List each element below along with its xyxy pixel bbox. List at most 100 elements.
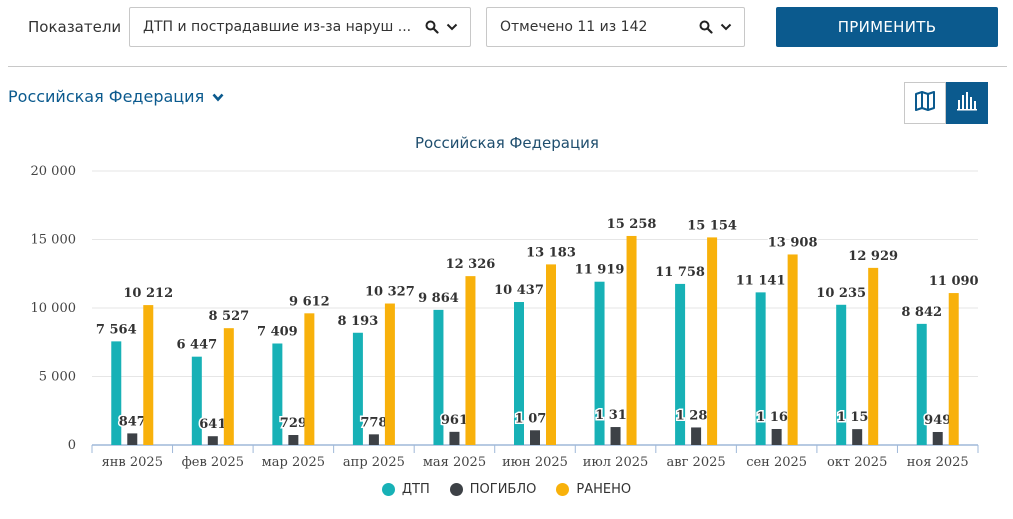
bar-raneno [707, 237, 718, 445]
legend-item[interactable]: ДТП [381, 482, 430, 497]
x-tick-label: янв 2025 [102, 455, 163, 470]
y-tick-label: 10 000 [31, 301, 77, 316]
data-label: 10 235 [816, 286, 866, 301]
x-tick-label: ноя 2025 [907, 455, 969, 470]
bar-dtp [916, 323, 927, 445]
data-label: 1 074 [515, 411, 556, 426]
data-label: 13 183 [526, 245, 576, 260]
data-label: 8 193 [338, 314, 379, 329]
data-label: 7 564 [96, 322, 137, 337]
bar-raneno [868, 267, 879, 445]
data-label: 729 [280, 416, 307, 431]
bar-dtp [191, 356, 202, 445]
indicator-select[interactable]: ДТП и пострадавшие из-за наруш ... [129, 7, 471, 47]
bar-raneno [787, 254, 798, 445]
legend-label: РАНЕНО [576, 482, 632, 497]
bar-pogiblo [127, 433, 138, 445]
legend-label: ПОГИБЛО [469, 482, 537, 497]
data-label: 15 258 [607, 217, 657, 232]
data-label: 8 527 [208, 309, 249, 324]
region-label: Российская Федерация [8, 87, 205, 106]
data-label: 8 842 [901, 305, 942, 320]
legend-item[interactable]: ПОГИБЛО [449, 482, 537, 497]
data-label: 11 090 [929, 274, 979, 289]
bar-pogiblo [691, 427, 702, 445]
bar-raneno [143, 305, 154, 445]
data-label: 1 168 [756, 410, 797, 425]
bar-dtp [675, 283, 686, 445]
data-label: 1 310 [595, 408, 636, 423]
bar-raneno [626, 235, 637, 445]
x-tick-label: июл 2025 [583, 455, 648, 470]
data-label: 847 [119, 414, 146, 429]
bar-pogiblo [207, 436, 218, 445]
bar-pogiblo [288, 435, 299, 445]
bar-dtp [836, 304, 847, 445]
bar-raneno [223, 328, 234, 445]
bar-pogiblo [932, 431, 943, 445]
bar-raneno [465, 276, 476, 445]
data-label: 11 141 [736, 273, 786, 288]
legend-item[interactable]: РАНЕНО [556, 482, 631, 497]
bar-dtp [755, 292, 766, 445]
data-label: 12 326 [446, 257, 496, 272]
data-label: 6 447 [176, 338, 217, 353]
bar-chart-icon [956, 91, 978, 115]
apply-button[interactable]: ПРИМЕНИТЬ [776, 7, 998, 47]
data-label: 7 409 [257, 324, 298, 339]
data-label: 11 919 [575, 263, 625, 278]
bar-raneno [948, 293, 959, 445]
x-tick-label: мая 2025 [423, 455, 486, 470]
y-tick-label: 20 000 [31, 164, 77, 179]
search-icon[interactable] [424, 19, 440, 35]
x-tick-label: авг 2025 [667, 455, 726, 470]
data-label: 641 [199, 417, 226, 432]
data-label: 9 864 [418, 291, 459, 306]
x-tick-label: фев 2025 [182, 455, 244, 470]
x-tick-label: апр 2025 [343, 455, 405, 470]
divider [8, 66, 1007, 67]
map-icon [914, 91, 936, 115]
legend-marker [556, 483, 570, 496]
bar-pogiblo [368, 434, 379, 445]
x-tick-label: июн 2025 [502, 455, 568, 470]
bar-dtp [433, 309, 444, 445]
chart-title: Российская Федерация [415, 134, 599, 152]
bar-pogiblo [449, 431, 460, 445]
x-tick-label: окт 2025 [827, 455, 887, 470]
bar-dtp [272, 343, 283, 445]
data-label: 15 154 [687, 218, 737, 233]
filter-bar: Показатели ДТП и пострадавшие из-за нару… [0, 0, 1013, 66]
selection-select[interactable]: Отмечено 11 из 142 [486, 7, 745, 47]
data-label: 778 [360, 415, 387, 430]
x-tick-label: сен 2025 [746, 455, 807, 470]
chevron-down-icon [212, 87, 224, 106]
chevron-down-icon[interactable] [718, 19, 734, 35]
chart-view-button[interactable] [946, 82, 988, 124]
search-icon[interactable] [698, 19, 714, 35]
data-label: 949 [924, 413, 951, 428]
data-label: 961 [441, 413, 468, 428]
legend-marker [449, 483, 463, 496]
chevron-down-icon[interactable] [444, 19, 460, 35]
bar-dtp [352, 332, 363, 445]
data-label: 12 929 [848, 249, 898, 264]
y-tick-label: 15 000 [31, 233, 77, 248]
bar-dtp [514, 302, 524, 445]
data-label: 10 327 [365, 285, 415, 300]
y-tick-label: 5 000 [39, 370, 76, 385]
bar-raneno [546, 264, 556, 445]
data-label: 13 908 [768, 235, 818, 250]
data-label: 11 758 [655, 265, 705, 280]
view-toggle [904, 82, 988, 124]
bar-raneno [384, 303, 395, 445]
bar-pogiblo [771, 428, 782, 445]
x-tick-label: мар 2025 [262, 455, 325, 470]
bar-pogiblo [530, 430, 540, 445]
bar-dtp [111, 341, 122, 445]
data-label: 9 612 [289, 294, 330, 309]
bar-chart: Российская Федерация 0 5 000 10 000 15 000 20… [31, 134, 981, 470]
region-dropdown[interactable]: Российская Федерация [8, 87, 224, 106]
selection-select-value: Отмечено 11 из 142 [500, 19, 648, 35]
map-view-button[interactable] [904, 82, 946, 124]
